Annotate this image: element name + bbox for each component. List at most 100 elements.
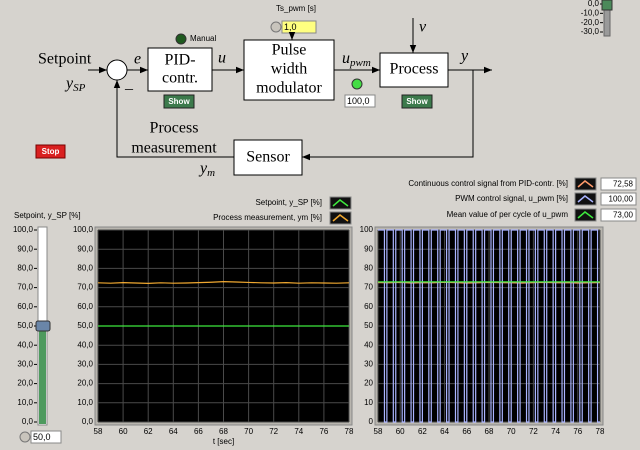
manual-led[interactable] [175, 33, 187, 45]
x-tick-label: 76 [319, 427, 328, 436]
show-button-label: Show [406, 97, 428, 106]
ts-pwm-input[interactable] [281, 20, 317, 34]
wire [302, 70, 474, 161]
stop-button[interactable] [35, 144, 66, 159]
slider-tick-label: 0,0 [22, 417, 34, 426]
series-line [97, 281, 350, 284]
measurement-symbol: ym [198, 160, 215, 179]
legend-swatch-line [332, 199, 349, 207]
pwm-text: Pulse [272, 42, 307, 59]
slider-handle[interactable] [35, 320, 51, 332]
x-tick-label: 64 [169, 427, 178, 436]
slider-readout[interactable] [30, 430, 62, 444]
symbol: u [342, 50, 350, 67]
legend-readout [600, 208, 637, 222]
pid-block [147, 47, 213, 92]
y-tick-label: 20 [364, 379, 373, 388]
x-tick-label: 70 [507, 427, 516, 436]
setpoint-label: Setpoint [38, 51, 92, 68]
slider-tick-label: -30,0 [581, 27, 600, 36]
legend-swatch[interactable] [574, 192, 597, 206]
legend-swatch[interactable] [574, 177, 597, 191]
x-tick-label: 58 [374, 427, 383, 436]
y-tick-label: 80,0 [77, 264, 93, 273]
ts-pwm-label: Ts_pwm [s] [276, 4, 316, 13]
y-tick-label: 100,0 [73, 225, 94, 234]
measurement-label: measurement [131, 140, 217, 157]
slider-tick-label: 0,0 [588, 0, 600, 8]
slider-title: Setpoint, y_SP [%] [14, 211, 81, 220]
slider-readout-value: 50,0 [33, 432, 51, 442]
spinner[interactable] [270, 21, 282, 33]
slider-tick-label: 30,0 [17, 360, 33, 369]
legend-swatch[interactable] [574, 208, 597, 222]
x-tick-label: 62 [418, 427, 427, 436]
y-tick-label: 40,0 [77, 340, 93, 349]
pwm-indicator [344, 94, 376, 108]
slider-handle[interactable] [601, 0, 613, 11]
y-tick-label: 60,0 [77, 302, 93, 311]
x-tick-label: 58 [94, 427, 103, 436]
legend-readout [600, 177, 637, 191]
slider-tick-label: -10,0 [581, 8, 600, 17]
spinner[interactable] [19, 431, 31, 443]
setpoint-symbol: ySP [64, 75, 86, 94]
slider-tick-label: 60,0 [17, 302, 33, 311]
y-tick-label: 10 [364, 398, 373, 407]
x-tick-label: 68 [485, 427, 494, 436]
subscript: SP [73, 82, 86, 94]
stop-label: Stop [42, 147, 60, 156]
series-line [378, 229, 600, 423]
symbol: y [64, 75, 74, 92]
slider-tick-label: 80,0 [17, 264, 33, 273]
slider-tick-label: -20,0 [581, 18, 600, 27]
y-tick-label: 90 [364, 244, 373, 253]
pwm-symbol: upwm [342, 50, 371, 69]
slider-tick-label: 10,0 [17, 398, 33, 407]
pid-text: PID- [164, 52, 195, 69]
legend-swatch-line [577, 180, 594, 188]
subscript: pwm [349, 57, 371, 69]
x-tick-label: 70 [244, 427, 253, 436]
y-tick-label: 100 [360, 225, 374, 234]
control-symbol: u [218, 50, 226, 67]
x-tick-label: 66 [194, 427, 203, 436]
x-tick-label: 68 [219, 427, 228, 436]
pwm-text: modulator [256, 80, 322, 97]
y-tick-label: 80 [364, 264, 373, 273]
legend-swatch[interactable] [329, 211, 352, 225]
slider-tick-label: 90,0 [17, 244, 33, 253]
y-tick-label: 0 [369, 417, 374, 426]
show-button[interactable] [401, 94, 433, 109]
subscript: m [207, 167, 215, 179]
block-diagram: Setpoint ySP e – PID- contr. Manual Show… [35, 4, 492, 179]
x-tick-label: 66 [462, 427, 471, 436]
pid-text: contr. [162, 70, 198, 87]
legend-readout-value: 100,00 [609, 195, 634, 204]
pwm-block [243, 39, 335, 101]
y-tick-label: 20,0 [77, 379, 93, 388]
legend-readout-value: 73,00 [613, 211, 634, 220]
y-tick-label: 70,0 [77, 283, 93, 292]
symbol: y [198, 160, 208, 177]
y-tick-label: 40 [364, 340, 373, 349]
show-button-label: Show [168, 97, 190, 106]
x-tick-label: 62 [144, 427, 153, 436]
x-tick-label: 76 [573, 427, 582, 436]
process-block [379, 52, 449, 88]
y-tick-label: 60 [364, 302, 373, 311]
legend-swatch[interactable] [329, 196, 352, 210]
y-tick-label: 70 [364, 283, 373, 292]
ts-pwm-value: 1,0 [284, 22, 297, 32]
slider-tick-label: 20,0 [17, 379, 33, 388]
y-tick-label: 50,0 [77, 321, 93, 330]
legend-swatch-line [332, 214, 349, 222]
output-symbol: y [459, 48, 469, 65]
show-button[interactable] [163, 94, 195, 109]
legend-label: Mean value of per cycle of u_pwm [447, 210, 569, 219]
legend-label: PWM control signal, u_pwm [%] [455, 194, 568, 203]
process-text: Process [390, 61, 439, 78]
y-tick-label: 50 [364, 321, 373, 330]
legend-label: Setpoint, y_SP [%] [255, 198, 322, 207]
